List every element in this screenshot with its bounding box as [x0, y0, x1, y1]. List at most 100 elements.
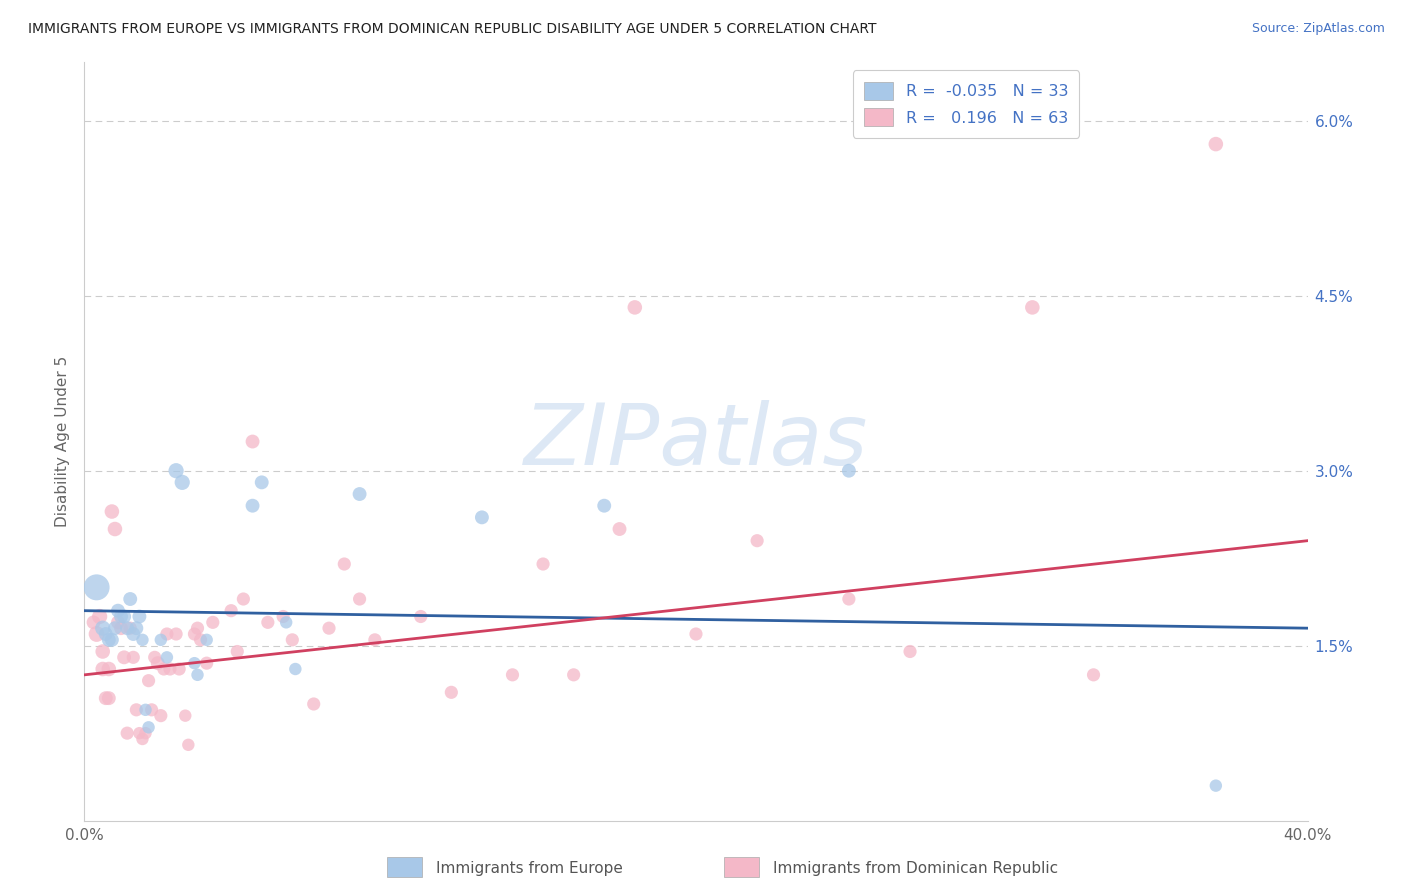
Point — [101, 632, 124, 647]
Point — [242, 499, 264, 513]
Point — [838, 592, 860, 607]
Point — [97, 662, 120, 676]
Point — [131, 731, 153, 746]
Point — [502, 668, 524, 682]
Point — [349, 592, 371, 607]
Point — [898, 644, 921, 658]
Point — [838, 464, 860, 478]
Point — [271, 609, 294, 624]
Point — [226, 644, 249, 658]
Point — [276, 615, 298, 630]
Point — [1083, 668, 1105, 682]
Point — [201, 615, 224, 630]
Point — [159, 662, 181, 676]
Point — [409, 609, 432, 624]
Point — [174, 708, 197, 723]
Point — [112, 609, 135, 624]
Point — [1205, 137, 1227, 152]
Point — [91, 662, 114, 676]
Point — [186, 668, 208, 682]
Point — [186, 621, 208, 635]
Point — [141, 703, 163, 717]
Point — [1021, 301, 1043, 315]
Point — [115, 726, 138, 740]
Point — [242, 434, 264, 449]
Point — [156, 650, 179, 665]
Point — [250, 475, 273, 490]
Point — [1205, 779, 1227, 793]
Point — [232, 592, 254, 607]
Point — [110, 621, 132, 635]
Point — [440, 685, 463, 699]
Text: IMMIGRANTS FROM EUROPE VS IMMIGRANTS FROM DOMINICAN REPUBLIC DISABILITY AGE UNDE: IMMIGRANTS FROM EUROPE VS IMMIGRANTS FRO… — [28, 22, 876, 37]
Point — [471, 510, 494, 524]
Text: Immigrants from Europe: Immigrants from Europe — [436, 862, 623, 876]
Point — [115, 621, 138, 635]
Point — [165, 627, 187, 641]
Point — [149, 632, 172, 647]
Point — [183, 656, 205, 670]
Point — [94, 627, 117, 641]
Legend: R =  -0.035   N = 33, R =   0.196   N = 63: R = -0.035 N = 33, R = 0.196 N = 63 — [853, 70, 1080, 137]
Point — [131, 632, 153, 647]
Point — [94, 691, 117, 706]
Point — [302, 697, 325, 711]
Point — [104, 522, 127, 536]
Point — [284, 662, 307, 676]
Point — [138, 673, 160, 688]
Point — [183, 627, 205, 641]
Point — [122, 650, 145, 665]
Point — [149, 708, 172, 723]
Point — [156, 627, 179, 641]
Point — [195, 656, 218, 670]
Point — [624, 301, 647, 315]
Point — [219, 604, 242, 618]
Point — [91, 621, 114, 635]
Point — [97, 691, 120, 706]
Point — [195, 632, 218, 647]
Point — [107, 615, 129, 630]
Point — [86, 580, 108, 594]
Point — [747, 533, 769, 548]
Point — [125, 621, 148, 635]
Point — [165, 464, 187, 478]
Point — [83, 615, 105, 630]
Point — [146, 656, 169, 670]
Point — [104, 621, 127, 635]
Point — [89, 609, 111, 624]
Y-axis label: Disability Age Under 5: Disability Age Under 5 — [55, 356, 70, 527]
Point — [128, 726, 150, 740]
Point — [172, 475, 194, 490]
Point — [531, 557, 554, 571]
Point — [101, 504, 124, 518]
Point — [333, 557, 356, 571]
Point — [143, 650, 166, 665]
Point — [86, 627, 108, 641]
Point — [120, 592, 142, 607]
Point — [120, 621, 142, 635]
Point — [122, 627, 145, 641]
Text: Immigrants from Dominican Republic: Immigrants from Dominican Republic — [773, 862, 1059, 876]
Point — [685, 627, 707, 641]
Point — [107, 604, 129, 618]
Point — [97, 632, 120, 647]
Point — [135, 726, 157, 740]
Point — [593, 499, 616, 513]
Text: ZIPatlas: ZIPatlas — [524, 400, 868, 483]
Point — [562, 668, 585, 682]
Point — [349, 487, 371, 501]
Point — [135, 703, 157, 717]
Point — [364, 632, 387, 647]
Point — [318, 621, 340, 635]
Point — [281, 632, 304, 647]
Point — [112, 650, 135, 665]
Text: Source: ZipAtlas.com: Source: ZipAtlas.com — [1251, 22, 1385, 36]
Point — [110, 609, 132, 624]
Point — [257, 615, 280, 630]
Point — [91, 644, 114, 658]
Point — [138, 720, 160, 734]
Point — [128, 609, 150, 624]
Point — [167, 662, 190, 676]
Point — [190, 632, 212, 647]
Point — [609, 522, 631, 536]
